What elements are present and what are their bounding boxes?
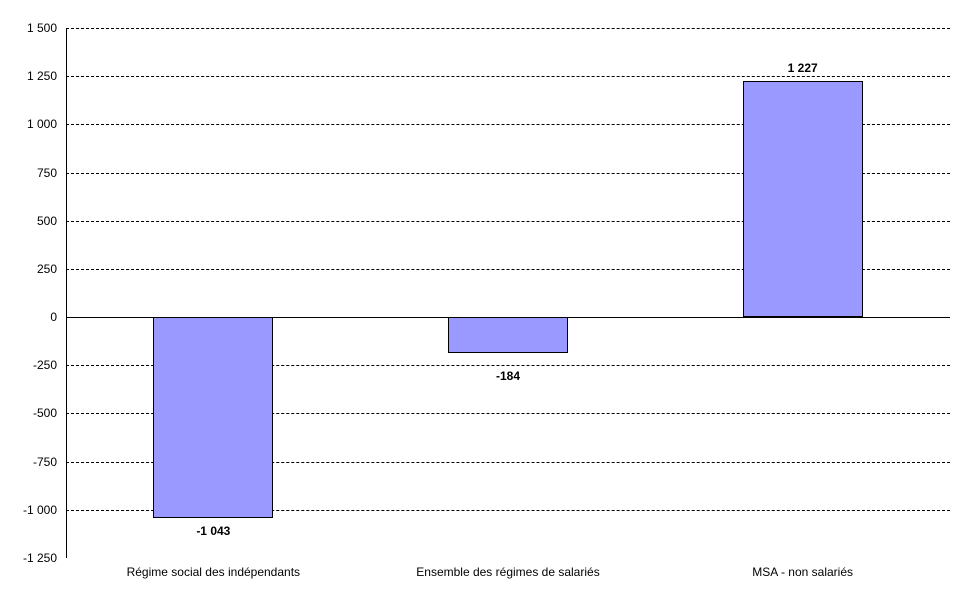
bar-value-label: -1 043: [196, 524, 231, 539]
y-axis-line: [66, 28, 67, 558]
bar-value-label: -184: [495, 369, 521, 384]
y-gridline: [66, 172, 950, 174]
category-label: MSA - non salariés: [752, 565, 854, 579]
y-axis-tick-label: -250: [32, 358, 57, 373]
y-gridline: [66, 28, 950, 29]
bar: [448, 317, 568, 353]
y-axis-tick-label: 250: [36, 261, 57, 276]
y-gridline: [66, 220, 950, 222]
y-gridline: [66, 268, 950, 270]
y-axis-tick-label: 1 000: [26, 117, 57, 132]
y-axis-tick-label: 1 250: [26, 69, 57, 84]
y-gridline: [66, 124, 950, 126]
category-label: Ensemble des régimes de salariés: [416, 565, 600, 579]
y-axis-tick-label: -750: [32, 454, 57, 469]
y-gridline: [66, 76, 950, 78]
y-gridline: [66, 365, 950, 367]
y-gridline: [66, 461, 950, 463]
y-axis-tick-label: 0: [50, 310, 57, 325]
y-gridline: [66, 413, 950, 415]
bar: [153, 317, 274, 519]
bar: [742, 80, 863, 318]
y-gridline: [66, 509, 950, 511]
category-label: Régime social des indépendants: [126, 565, 301, 579]
y-axis-tick-label: -1 250: [22, 551, 57, 565]
y-axis-tick-label: 750: [36, 165, 57, 180]
y-axis-tick-label: 500: [36, 213, 57, 228]
y-axis-tick-label: -500: [32, 406, 57, 421]
y-axis-tick-label: -1 000: [22, 502, 57, 517]
y-axis-tick-label: 1 500: [26, 21, 57, 35]
bar-value-label: 1 227: [787, 60, 818, 75]
